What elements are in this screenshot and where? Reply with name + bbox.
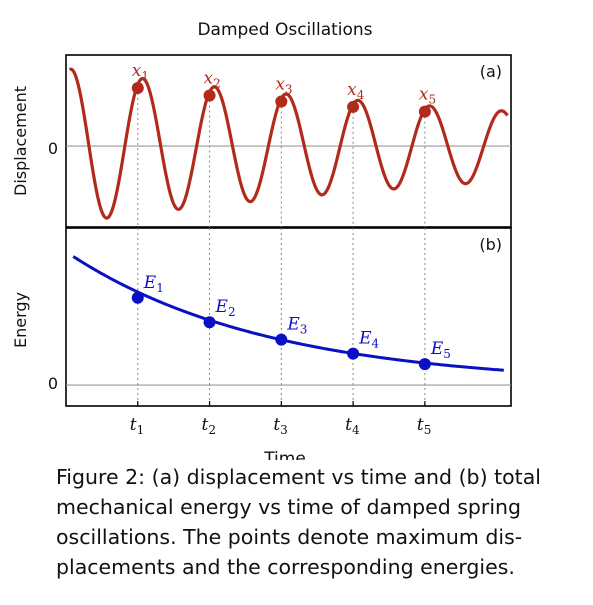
energy-point xyxy=(347,347,360,360)
energy-point-label: E2 xyxy=(215,297,236,319)
time-tick-label: t3 xyxy=(273,415,287,437)
displacement-axis-label: Displacement xyxy=(11,86,30,196)
displacement-max-point xyxy=(418,105,431,118)
figure-caption: Figure 2: (a) displacement vs time and (… xyxy=(56,462,576,582)
displacement-max-point xyxy=(347,100,360,113)
displacement-points: x1 x2 x3 x4 x5 xyxy=(131,61,436,118)
energy-point xyxy=(275,333,288,346)
energy-point xyxy=(203,316,216,329)
energy-axis-label: Energy xyxy=(11,292,30,348)
displacement-point-label: x2 xyxy=(204,68,221,90)
displacement-panel-frame xyxy=(65,54,512,228)
time-tick-label: t4 xyxy=(345,415,360,437)
time-tick-label: t5 xyxy=(417,415,431,437)
figure-caption-line: oscillations. The points denote maximum … xyxy=(56,525,523,549)
panel-label-b: (b) xyxy=(479,235,502,254)
displacement-max-point xyxy=(275,95,288,108)
displacement-point-label: x3 xyxy=(275,75,292,97)
time-tick-label: t2 xyxy=(202,415,216,437)
chart-title: Damped Oscillations xyxy=(197,20,372,40)
energy-curve xyxy=(72,255,504,372)
displacement-point-label: x1 xyxy=(132,61,149,83)
energy-guide-lines xyxy=(137,228,426,406)
energy-points: E1 E2 E3 E4 E5 xyxy=(131,273,451,371)
displacement-max-point xyxy=(203,89,216,102)
displacement-zero-tick-label: 0 xyxy=(48,139,58,158)
energy-point xyxy=(131,291,144,304)
figure-caption-line: Figure 2: (a) displacement vs time and (… xyxy=(56,465,541,489)
displacement-guide-lines xyxy=(137,88,426,227)
displacement-panel: x1 x2 x3 x4 x5 (a) 0 Displacement xyxy=(11,54,512,228)
figure-caption-line: mechanical energy vs time of damped spri… xyxy=(56,495,522,519)
figure-caption-line: placements and the corresponding energie… xyxy=(56,555,515,579)
panel-label-a: (a) xyxy=(480,62,502,81)
displacement-max-point xyxy=(131,82,144,95)
energy-point-label: E3 xyxy=(286,315,307,337)
displacement-point-label: x4 xyxy=(347,80,365,102)
energy-panel-frame xyxy=(65,227,512,407)
energy-point-label: E4 xyxy=(358,329,379,351)
time-tick-label: t1 xyxy=(130,415,144,437)
displacement-point-label: x5 xyxy=(419,85,436,107)
damped-oscillations-figure: Damped Oscillations x1 x2 x3 x4 x5 (a) 0 Dis… xyxy=(11,20,512,460)
displacement-curve xyxy=(68,67,509,220)
energy-point-label: E1 xyxy=(143,273,164,295)
time-axis-label: Time xyxy=(263,449,306,460)
energy-zero-tick-label: 0 xyxy=(48,374,58,393)
energy-point xyxy=(418,358,431,371)
energy-point-label: E5 xyxy=(430,339,451,361)
time-tick-labels: t1 t2 t3 t4 t5 xyxy=(130,401,431,437)
energy-panel: E1 E2 E3 E4 E5 (b) 0 Energy t1 t2 t3 t4 t5 Time xyxy=(11,227,512,460)
